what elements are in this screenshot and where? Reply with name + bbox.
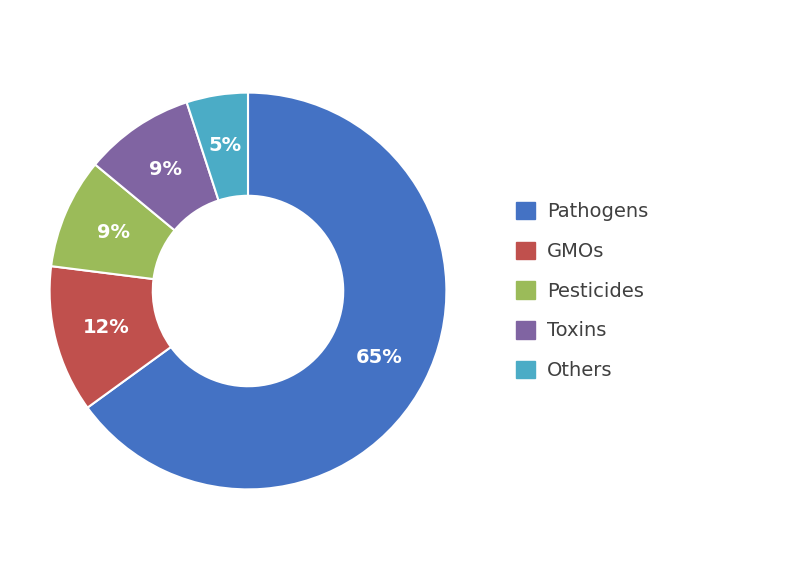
Text: 65%: 65% bbox=[355, 348, 402, 367]
Wedge shape bbox=[87, 93, 446, 489]
Text: 5%: 5% bbox=[209, 137, 242, 155]
Wedge shape bbox=[95, 102, 218, 230]
Wedge shape bbox=[51, 165, 174, 279]
Legend: Pathogens, GMOs, Pesticides, Toxins, Others: Pathogens, GMOs, Pesticides, Toxins, Oth… bbox=[516, 202, 648, 380]
Text: 12%: 12% bbox=[82, 318, 129, 337]
Wedge shape bbox=[186, 93, 248, 200]
Wedge shape bbox=[50, 266, 171, 407]
Text: 9%: 9% bbox=[149, 160, 182, 179]
Text: 9%: 9% bbox=[97, 223, 130, 242]
